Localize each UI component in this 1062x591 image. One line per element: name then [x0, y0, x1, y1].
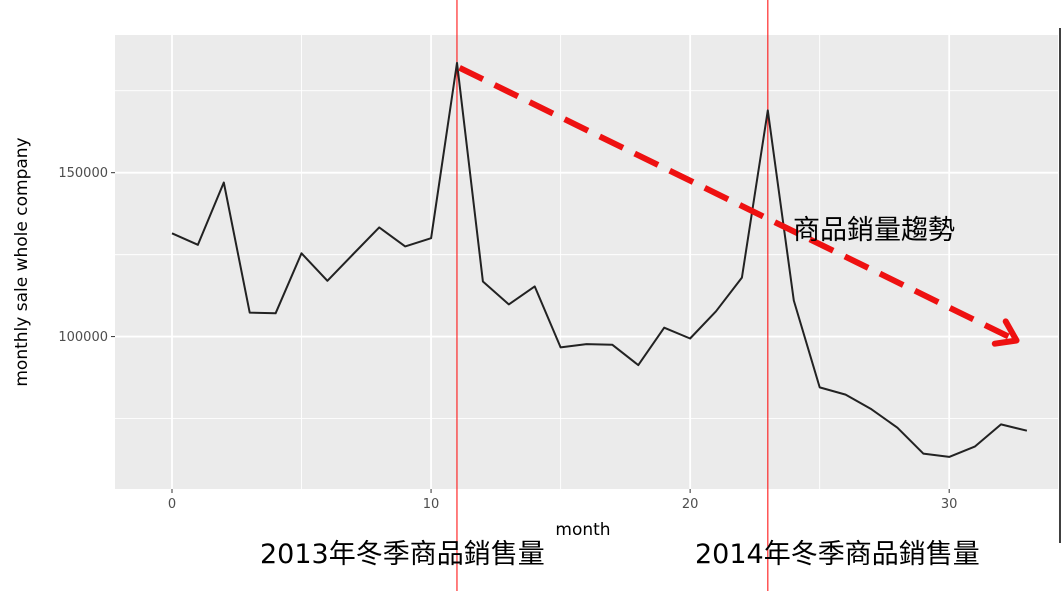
reference-lines — [456, 0, 769, 591]
trend-arrow-layer — [458, 65, 1020, 347]
y-axis-ticks: 100000 150000 — [58, 166, 115, 345]
trend-arrow-shaft — [458, 65, 1018, 344]
x-axis-ticks: 0 10 20 30 — [168, 489, 958, 512]
major-grid — [115, 35, 1058, 489]
x-tick-label: 20 — [682, 497, 699, 512]
x-tick-label: 10 — [423, 497, 440, 512]
x-tick-label: 30 — [941, 497, 958, 512]
plot-panel — [115, 35, 1058, 489]
annotation-2014-label: 2014年冬季商品銷售量 — [695, 539, 980, 570]
series-layer — [171, 61, 1028, 458]
x-tick-label: 0 — [168, 497, 176, 512]
minor-grid — [115, 35, 1058, 489]
trend-label: 商品銷量趨勢 — [793, 215, 955, 246]
data-line — [171, 61, 1028, 458]
y-axis-title: monthly sale whole company — [12, 137, 32, 386]
y-tick-label: 100000 — [58, 330, 108, 345]
annotation-2013-label: 2013年冬季商品銷售量 — [260, 539, 545, 570]
x-axis-title: month — [555, 520, 610, 540]
trend-arrow-head — [991, 318, 1020, 347]
y-tick-label: 150000 — [58, 166, 108, 181]
